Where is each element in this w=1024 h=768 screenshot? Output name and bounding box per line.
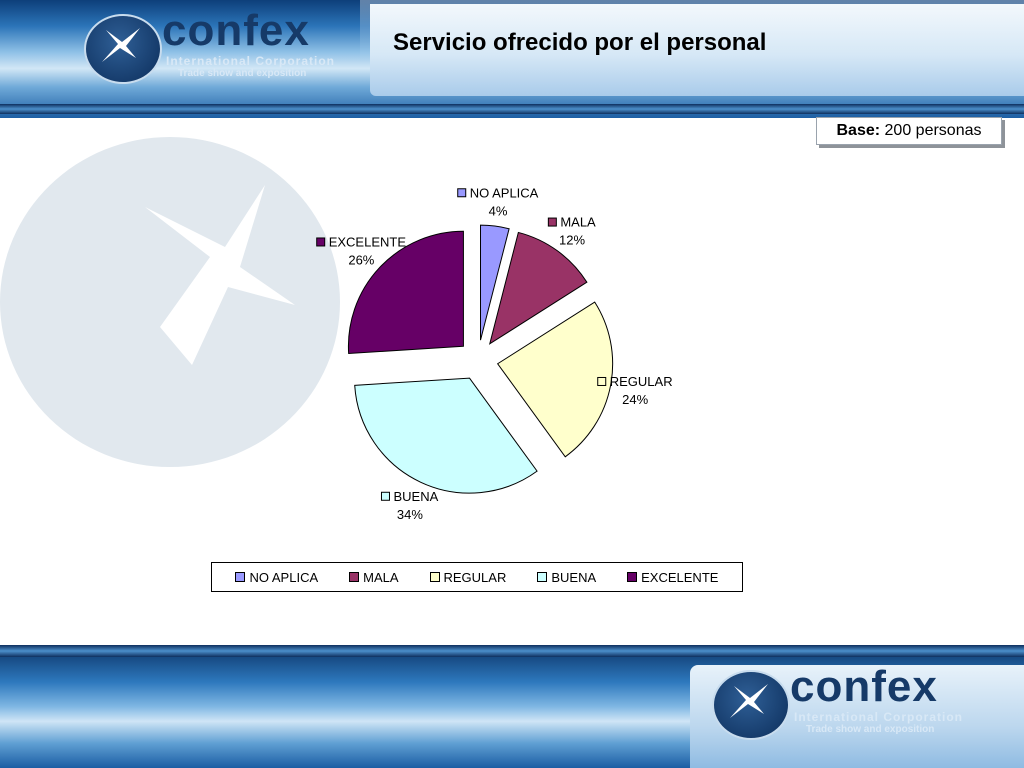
legend-swatch-regular xyxy=(429,572,440,582)
slice-swatch-regular xyxy=(597,376,607,386)
footer-logo-tagline: International Corporation xyxy=(794,710,963,724)
slice-value-no-aplica: 4% xyxy=(489,203,508,218)
legend-item-mala: MALA xyxy=(349,569,399,585)
slice-category-buena: BUENA xyxy=(393,489,438,504)
legend-swatch-buena xyxy=(537,572,548,582)
slice-value-regular: 24% xyxy=(622,392,648,407)
slice-value-mala: 12% xyxy=(559,233,585,248)
watermark-star-icon xyxy=(145,185,295,365)
legend-item-excelente: EXCELENTE xyxy=(627,570,718,585)
legend-swatch-no-aplica xyxy=(235,572,246,582)
slice-label-excelente: EXCELENTE 26% xyxy=(316,234,407,267)
legend-label-buena: BUENA xyxy=(551,569,597,585)
slice-label-mala: MALA 12% xyxy=(547,215,596,248)
slice-category-excelente: EXCELENTE xyxy=(329,234,407,249)
slice-swatch-mala xyxy=(547,217,557,227)
header-divider xyxy=(0,104,1024,114)
watermark-disc xyxy=(0,137,340,467)
slice-swatch-excelente xyxy=(316,237,326,247)
slice-category-mala: MALA xyxy=(560,215,596,230)
footer-logo-wordmark: confex xyxy=(790,662,938,711)
legend-label-excelente: EXCELENTE xyxy=(641,569,719,585)
pie-slice-no-aplica xyxy=(480,224,510,341)
logo-subtagline: Trade show and exposition xyxy=(178,68,307,79)
chart-legend: NO APLICA MALA REGULAR BUENA EXCELENTE xyxy=(211,562,743,592)
pie-slice-regular xyxy=(496,301,614,458)
slice-label-no-aplica: NO APLICA 4% xyxy=(457,185,539,218)
logo-wordmark: confex xyxy=(162,6,310,55)
base-note: Base: 200 personas xyxy=(816,117,1002,145)
legend-label-mala: MALA xyxy=(363,569,399,585)
slice-value-excelente: 26% xyxy=(348,252,374,267)
logo-disc xyxy=(84,14,162,84)
page-title: Servicio ofrecido por el personal xyxy=(393,29,767,56)
legend-item-regular: REGULAR xyxy=(429,569,507,585)
footer-logo-subtagline: Trade show and exposition xyxy=(806,724,935,735)
slice-label-buena: BUENA 34% xyxy=(380,489,439,522)
pie-slice-mala xyxy=(488,231,588,345)
header-band xyxy=(0,0,1024,118)
legend-swatch-excelente xyxy=(627,572,638,582)
legend-label-regular: REGULAR xyxy=(443,569,507,585)
pie-slice-excelente xyxy=(347,230,464,355)
logo-tagline: International Corporation xyxy=(166,54,335,68)
legend-swatch-mala xyxy=(349,572,360,582)
legend-item-buena: BUENA xyxy=(537,570,596,585)
logo-star-icon xyxy=(102,28,140,62)
title-panel xyxy=(370,4,1024,96)
footer-logo-star-icon xyxy=(730,684,768,718)
slice-swatch-buena xyxy=(380,491,390,501)
slice-swatch-no-aplica xyxy=(457,188,467,198)
footer-band xyxy=(0,645,1024,768)
slice-category-regular: REGULAR xyxy=(610,374,673,389)
legend-label-no-aplica: NO APLICA xyxy=(249,569,319,585)
footer-logo-disc xyxy=(712,670,790,740)
footer-divider xyxy=(0,645,1024,657)
legend-item-no-aplica: NO APLICA xyxy=(235,570,318,585)
slice-category-no-aplica: NO APLICA xyxy=(470,185,539,200)
base-value: 200 personas xyxy=(884,122,982,139)
pie-slice-buena xyxy=(354,377,538,494)
slice-value-buena: 34% xyxy=(397,507,423,522)
base-label: Base: xyxy=(836,122,881,139)
slice-label-regular: REGULAR 24% xyxy=(597,374,673,407)
